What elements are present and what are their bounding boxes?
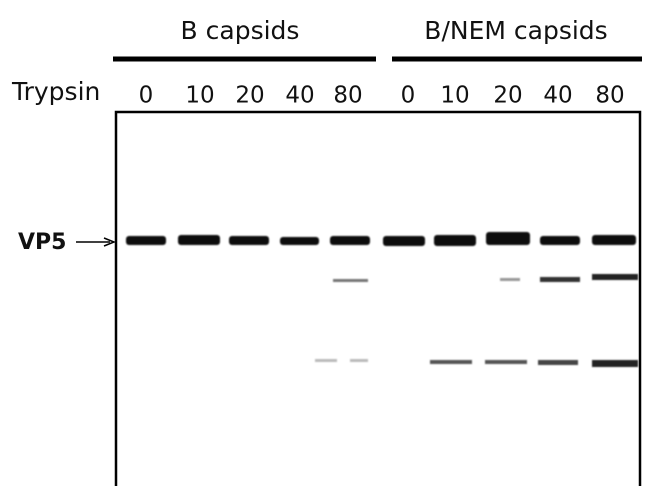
band xyxy=(485,360,527,364)
lane-labels: 0 10 20 40 80 0 10 20 40 80 xyxy=(139,83,625,109)
band xyxy=(434,235,476,246)
lane-label: 10 xyxy=(185,83,214,109)
band xyxy=(430,360,472,364)
band xyxy=(500,278,520,281)
lane-label: 20 xyxy=(235,83,264,109)
band xyxy=(538,360,578,365)
row-label: Trypsin xyxy=(11,77,100,106)
arrow-head xyxy=(103,237,117,247)
lane-label: 20 xyxy=(493,83,522,109)
group-label: B/NEM capsids xyxy=(424,16,607,45)
band xyxy=(315,359,337,362)
lane-label: 10 xyxy=(440,83,469,109)
lane-label: 80 xyxy=(333,83,362,109)
group-label: B capsids xyxy=(181,16,300,45)
bands xyxy=(126,232,638,367)
band xyxy=(540,236,580,245)
band xyxy=(178,235,220,245)
gel-frame xyxy=(114,110,642,486)
band xyxy=(350,359,368,362)
band xyxy=(383,236,425,246)
band xyxy=(540,277,580,282)
band xyxy=(592,360,638,367)
band xyxy=(592,274,638,280)
band-label: VP5 xyxy=(18,230,66,255)
lane-label: 40 xyxy=(285,83,314,109)
band xyxy=(229,236,269,245)
band xyxy=(592,235,636,245)
lane-label: 0 xyxy=(139,83,154,109)
band xyxy=(333,279,368,282)
band xyxy=(486,232,530,245)
lane-label: 40 xyxy=(543,83,572,109)
band xyxy=(330,236,370,245)
lane-label: 80 xyxy=(595,83,624,109)
band xyxy=(126,236,166,245)
lane-label: 0 xyxy=(401,83,416,109)
band xyxy=(280,237,319,245)
